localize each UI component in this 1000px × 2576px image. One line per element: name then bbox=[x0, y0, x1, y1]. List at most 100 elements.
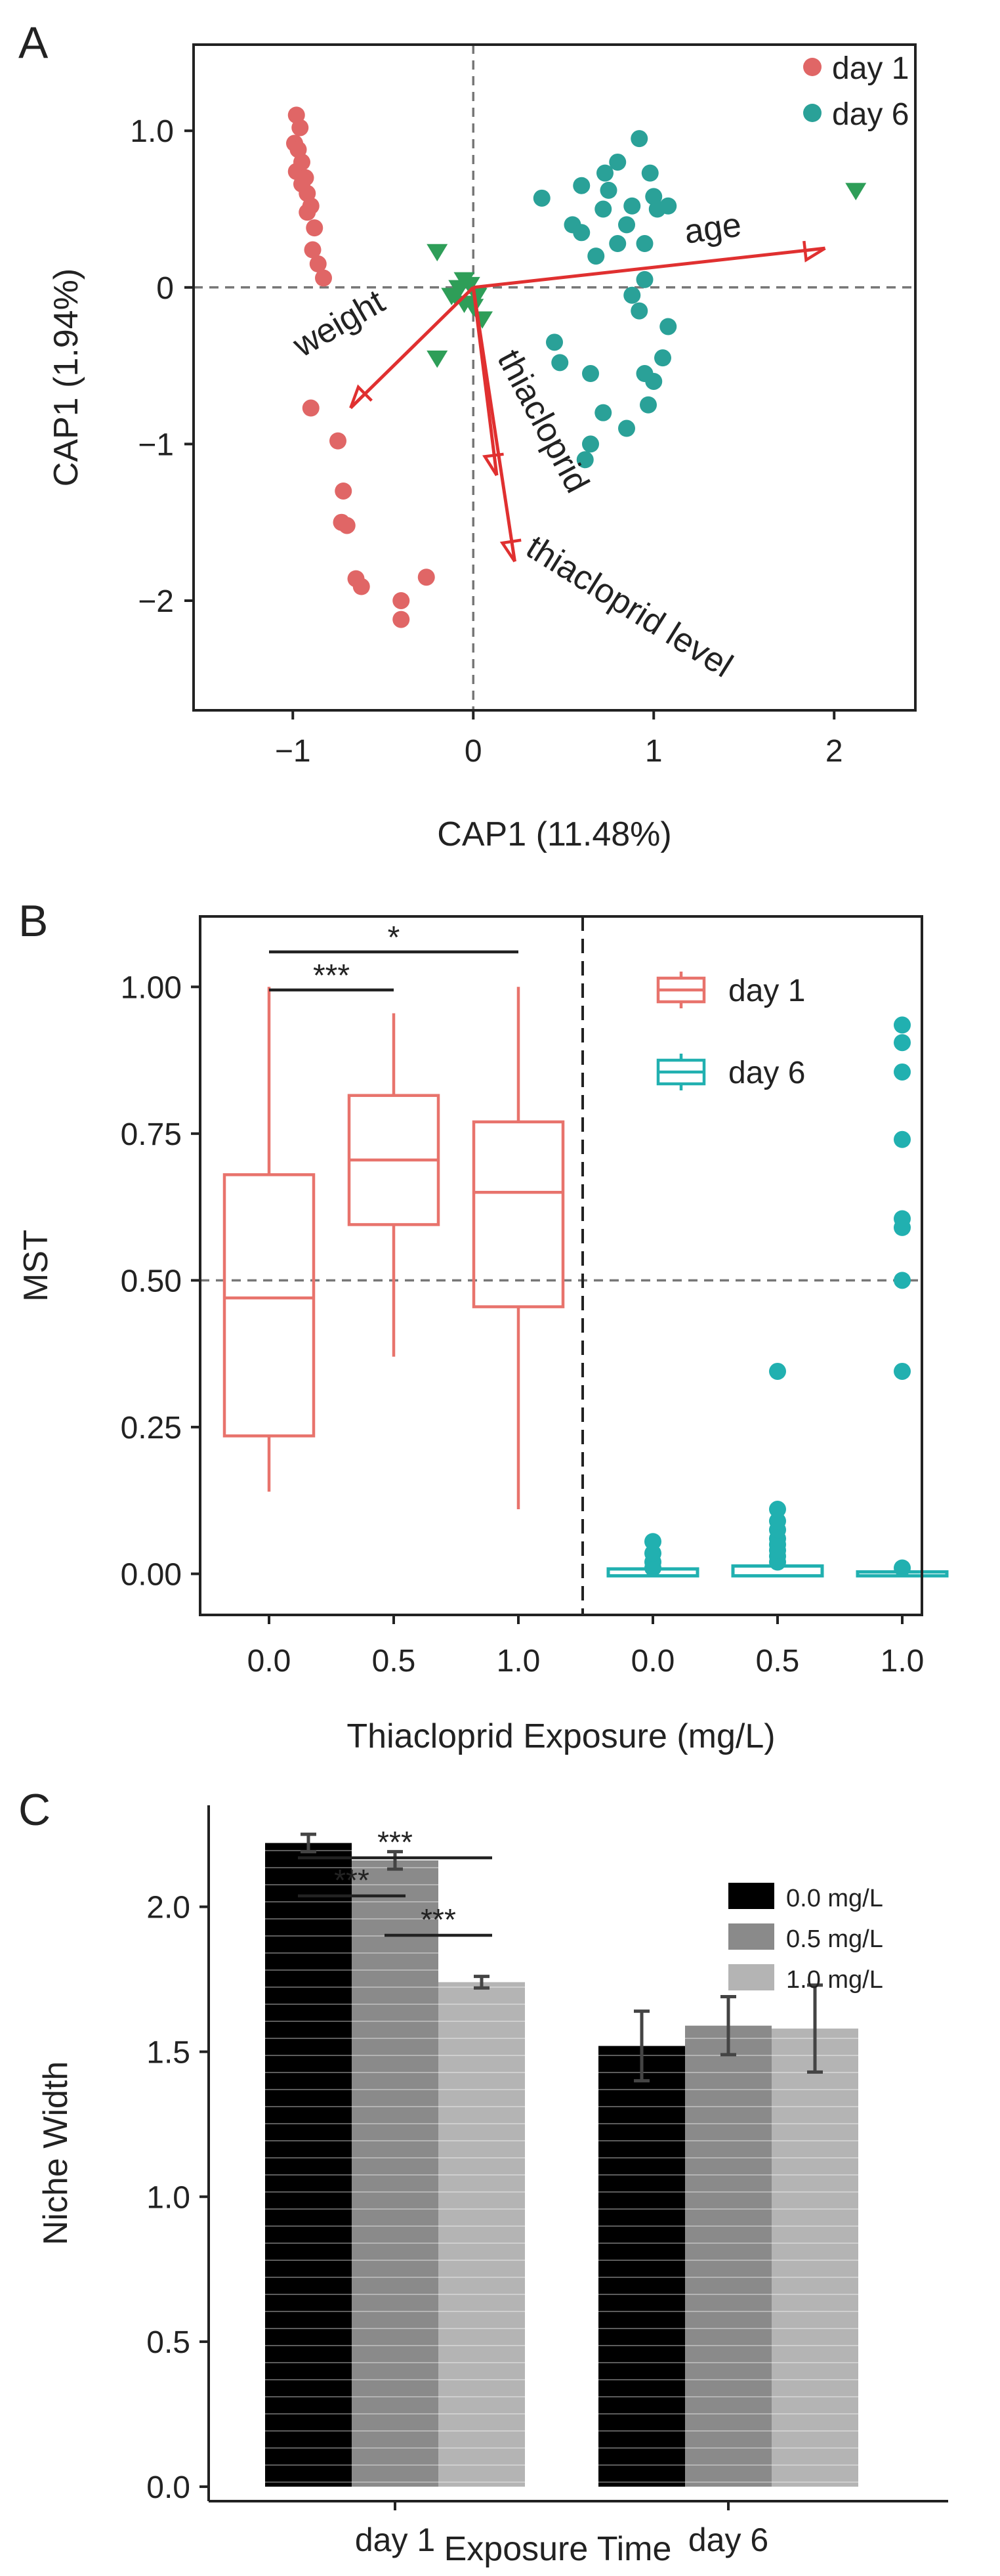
bar-0.0-mg-L bbox=[598, 2046, 685, 2487]
outlier-point bbox=[644, 1545, 661, 1562]
x-tick-label: 0.0 bbox=[247, 1644, 291, 1679]
y-tick-label: 0 bbox=[156, 271, 174, 306]
scatter-point-series-1 bbox=[576, 451, 594, 469]
mst-boxplot-chart: B ****0.0 0.5 1.0 0.0 0.5 1.00.000.250.500.751… bbox=[17, 896, 949, 1755]
vector-arrowhead-thiacloprid-level bbox=[499, 538, 522, 563]
significance-label: *** bbox=[334, 1863, 369, 1897]
scatter-triangle-point bbox=[463, 299, 484, 316]
scatter-point-series-1 bbox=[587, 247, 605, 265]
scatter-point-series-1 bbox=[640, 396, 657, 414]
scatter-point-series-0 bbox=[302, 399, 320, 417]
vector-label: thiacloprid level bbox=[520, 528, 740, 685]
scatter-point-series-1 bbox=[636, 235, 654, 253]
scatter-point-series-1 bbox=[623, 286, 641, 304]
outlier-point bbox=[644, 1533, 661, 1551]
outlier-point bbox=[894, 1016, 911, 1034]
outlier-point bbox=[894, 1130, 911, 1148]
panel-letter: A bbox=[18, 18, 49, 68]
legend-key bbox=[656, 1054, 706, 1090]
legend-label: 1.0 mg/L bbox=[786, 1966, 883, 1994]
scatter-triangle-point bbox=[466, 288, 488, 305]
significance-label: * bbox=[388, 920, 400, 955]
y-tick-label: 1.0 bbox=[146, 2180, 190, 2215]
scatter-point-series-1 bbox=[636, 365, 654, 383]
legend-marker bbox=[803, 104, 822, 122]
vector-arrow-thiacloprid-level bbox=[471, 287, 516, 562]
scatter-point-series-0 bbox=[304, 241, 322, 259]
scatter-point-series-1 bbox=[596, 164, 614, 182]
plot-frame bbox=[199, 915, 923, 1616]
x-tick-label: 0.5 bbox=[372, 1644, 416, 1679]
panel-b: B * *** 0.0 0.5 1.0 0.0 0.5 1.0 0.00 0.25 0.50 0.75 1… bbox=[0, 880, 1000, 1766]
scatter-point-series-0 bbox=[315, 269, 332, 287]
panel-letter: B bbox=[18, 896, 48, 946]
scatter-triangle-point bbox=[845, 182, 867, 201]
x-tick-label: 0.0 bbox=[631, 1644, 675, 1679]
scatter-point-series-0 bbox=[291, 119, 309, 137]
legend-swatch bbox=[728, 1883, 774, 1909]
vector-label: weight bbox=[286, 282, 392, 365]
scatter-point-series-0 bbox=[309, 255, 327, 273]
plot-frame bbox=[192, 43, 917, 712]
scatter-point-series-1 bbox=[546, 333, 563, 351]
legend-marker bbox=[803, 58, 822, 76]
scatter-point-series-1 bbox=[600, 181, 617, 199]
y-tick-label: 0.50 bbox=[121, 1264, 182, 1299]
y-tick-label: 1.0 bbox=[130, 114, 174, 149]
legend-key bbox=[656, 972, 706, 1008]
scatter-point-series-0 bbox=[392, 591, 410, 609]
y-tick-label: 0.5 bbox=[146, 2325, 190, 2360]
outlier-point bbox=[894, 1559, 911, 1577]
scatter-point-series-0 bbox=[299, 204, 316, 221]
scatter-point-series-1 bbox=[631, 130, 648, 148]
y-tick-label: 1.5 bbox=[146, 2035, 190, 2070]
bar-1.0-mg-L bbox=[438, 1982, 525, 2487]
scatter-point-series-1 bbox=[636, 270, 654, 288]
scatter-point-series-0 bbox=[352, 578, 370, 595]
y-tick-label: 0.0 bbox=[146, 2470, 190, 2505]
vector-arrow-weight bbox=[349, 286, 475, 410]
y-tick-label: 0.25 bbox=[121, 1411, 182, 1446]
significance-label: *** bbox=[377, 1825, 413, 1859]
scatter-point-series-1 bbox=[594, 404, 612, 421]
legend-swatch bbox=[728, 1964, 774, 1990]
scatter-point-series-0 bbox=[306, 219, 323, 237]
outlier-point bbox=[894, 1272, 911, 1289]
panel-letter: C bbox=[18, 1785, 51, 1835]
bar-0.5-mg-L bbox=[685, 2025, 772, 2487]
legend-label: day 1 bbox=[728, 974, 805, 1008]
x-tick-label: 1.0 bbox=[881, 1644, 925, 1679]
scatter-point-series-1 bbox=[573, 177, 591, 194]
x-tick-label: 0.5 bbox=[756, 1644, 800, 1679]
scatter-point-series-0 bbox=[335, 482, 352, 500]
scatter-point-series-1 bbox=[641, 164, 659, 182]
x-axis-label: Exposure Time bbox=[444, 2530, 672, 2568]
legend-label: day 1 bbox=[832, 51, 909, 86]
scatter-point-series-0 bbox=[338, 517, 356, 534]
x-tick-label: day 6 bbox=[688, 2522, 768, 2558]
scatter-point-series-1 bbox=[623, 197, 641, 215]
scatter-point-series-1 bbox=[609, 153, 627, 171]
scatter-point-series-1 bbox=[594, 200, 612, 218]
outlier-point bbox=[769, 1362, 786, 1380]
scatter-point-series-0 bbox=[392, 611, 410, 628]
vector-arrowhead-age bbox=[802, 240, 826, 263]
bar-0.5-mg-L bbox=[352, 1860, 438, 2487]
y-tick-label: 2.0 bbox=[146, 1891, 190, 1925]
scatter-triangle-point bbox=[427, 350, 448, 368]
legend-label: 0.0 mg/L bbox=[786, 1885, 883, 1912]
outlier-point bbox=[894, 1210, 911, 1228]
x-tick-label: 1.0 bbox=[497, 1644, 541, 1679]
vector-arrowhead-weight bbox=[349, 384, 373, 409]
outlier-point bbox=[894, 1362, 911, 1380]
x-tick-label: −1 bbox=[275, 734, 311, 769]
scatter-point-series-1 bbox=[582, 365, 599, 383]
x-tick-label: day 1 bbox=[355, 2522, 435, 2558]
scatter-point-series-1 bbox=[582, 435, 599, 453]
y-tick-label: 1.00 bbox=[121, 970, 182, 1005]
y-tick-label: 0.00 bbox=[121, 1557, 182, 1592]
vector-label: thiacloprid bbox=[490, 344, 596, 500]
bar-0.0-mg-L bbox=[265, 1843, 352, 2487]
